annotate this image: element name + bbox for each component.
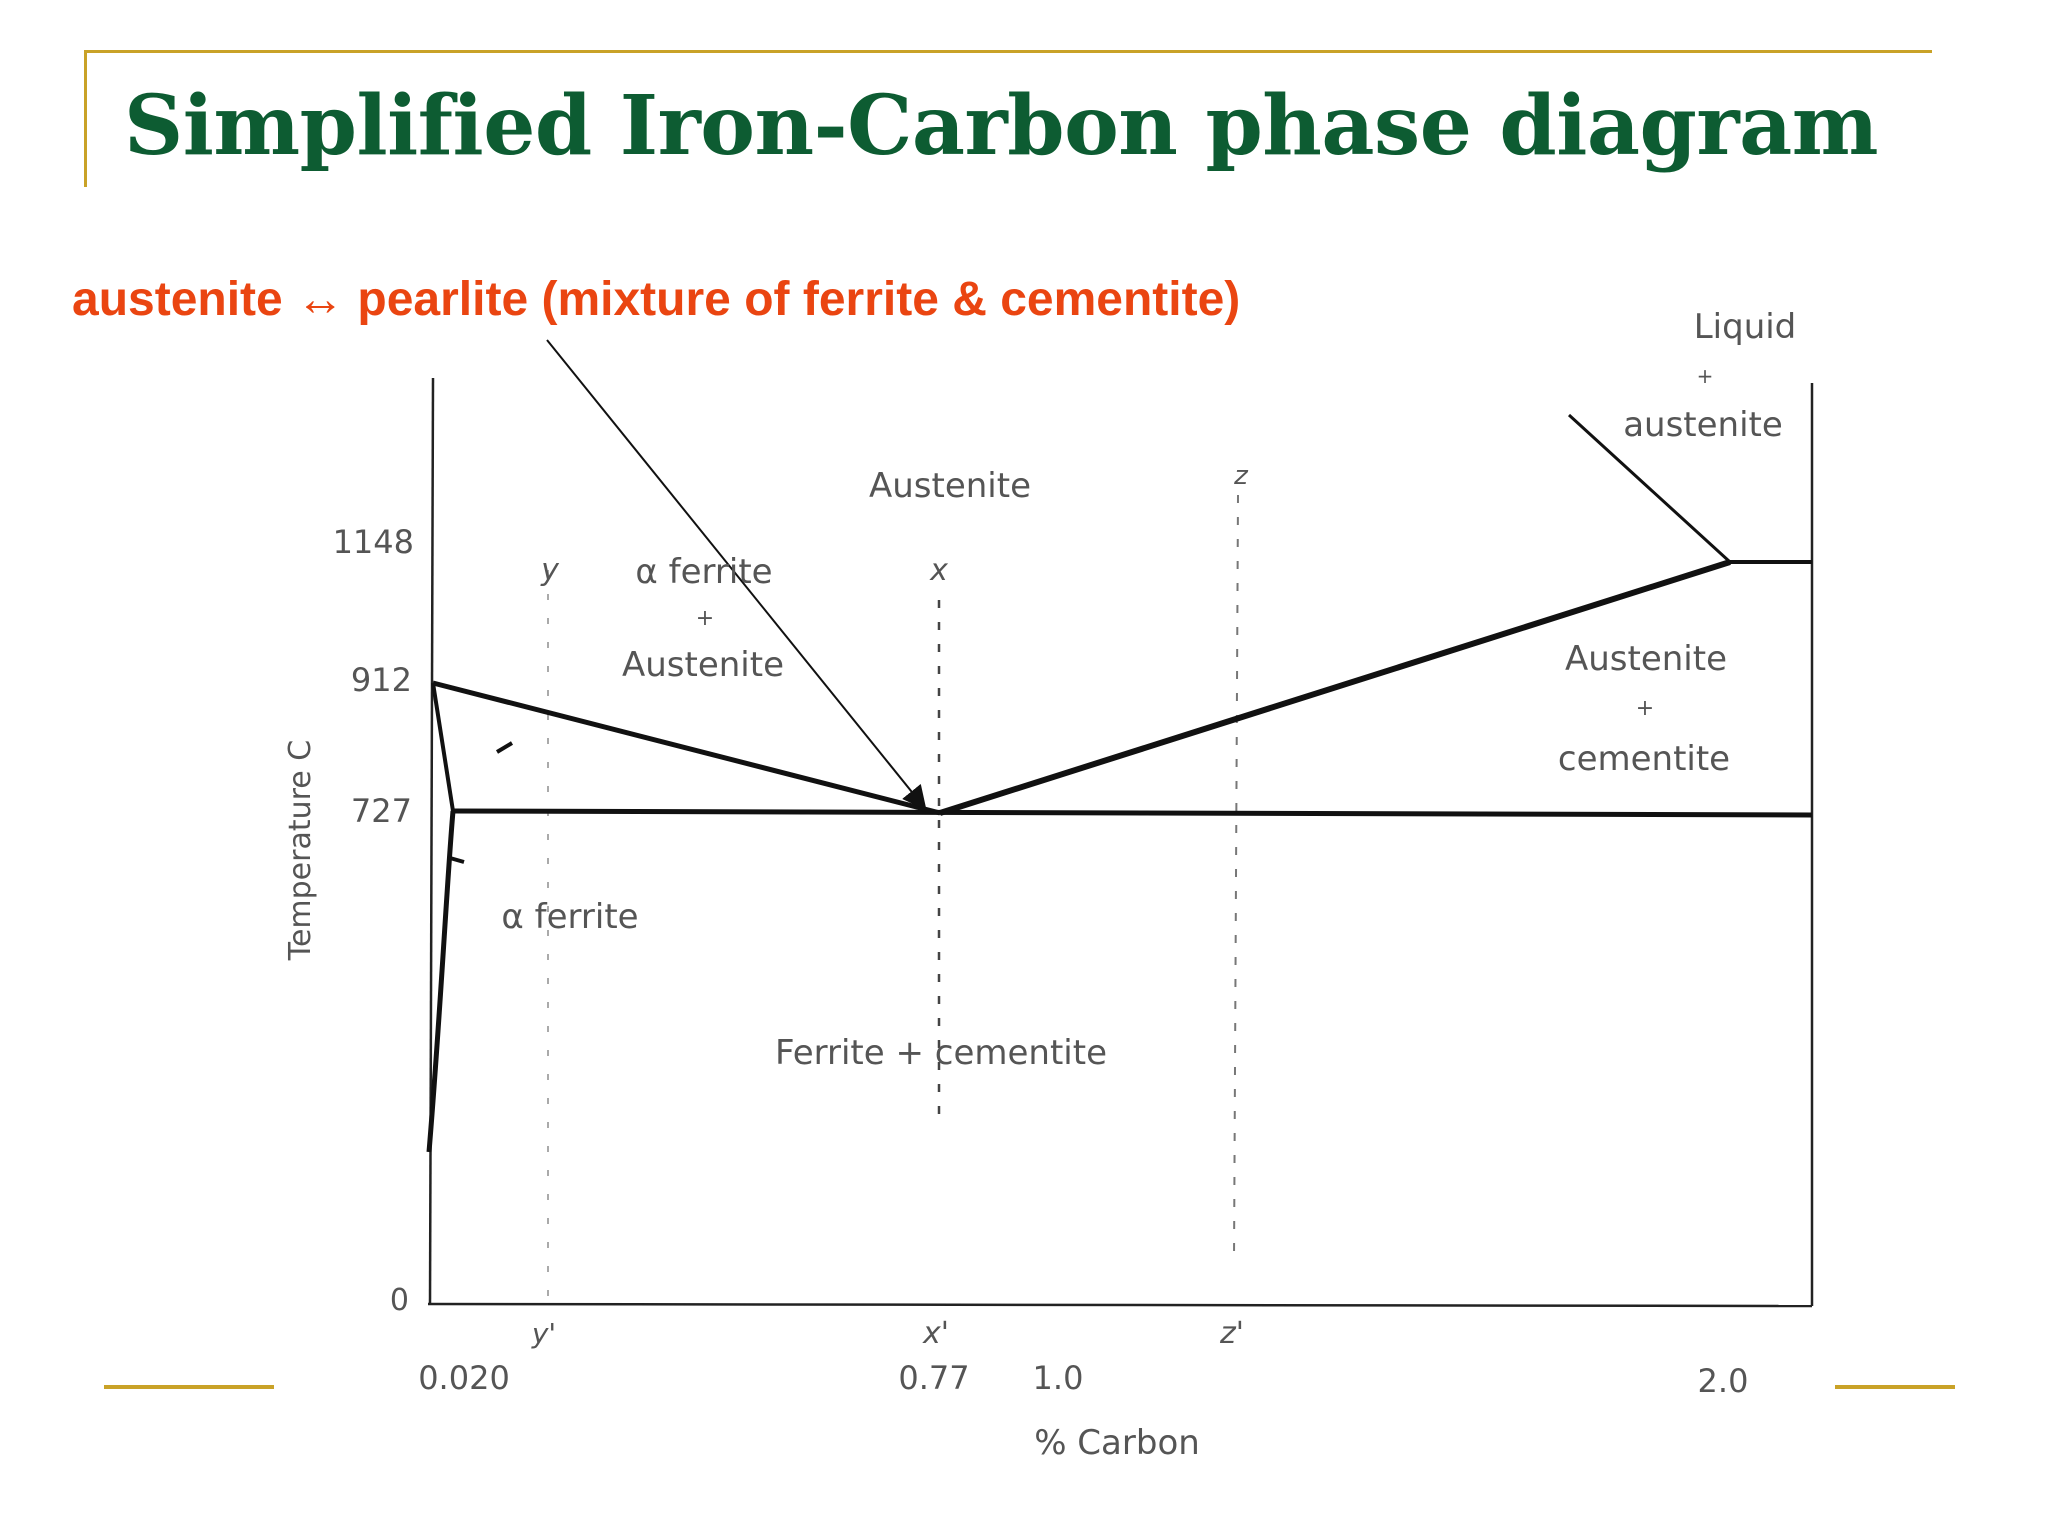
y-axis <box>428 377 435 1306</box>
region-liquid-bottom: austenite <box>1623 405 1783 445</box>
liquidus-line <box>1567 413 1732 564</box>
marker-x-top: x <box>929 553 948 588</box>
boundary-tick-2 <box>449 856 465 864</box>
x-tick-1.0: 1.0 <box>1033 1359 1084 1397</box>
region-austenite: Austenite <box>869 466 1031 506</box>
slide-title: Simplified Iron-Carbon phase diagram <box>124 78 1878 174</box>
region-austenite-cementite-top: Austenite <box>1565 639 1727 679</box>
region-plus-2: + <box>1636 696 1654 721</box>
region-plus-3: + <box>1697 364 1714 388</box>
y-tick-912: 912 <box>351 661 412 699</box>
marker-y-top: y <box>540 553 560 588</box>
marker-x-bottom: x' <box>922 1316 949 1351</box>
x-tick-0.020: 0.020 <box>418 1359 510 1397</box>
x-tick-0.77: 0.77 <box>898 1359 969 1397</box>
footer-rule-right <box>1835 1385 1955 1389</box>
region-ferrite-cementite: Ferrite + cementite <box>775 1033 1107 1073</box>
region-alpha-ferrite: α ferrite <box>501 897 638 937</box>
marker-z-bottom: z' <box>1219 1316 1244 1351</box>
a3-line <box>432 680 941 816</box>
boundary-tick-1 <box>495 741 514 754</box>
eutectoid-callout-arrow <box>546 339 927 811</box>
y-tick-727: 727 <box>351 792 412 830</box>
z-composition-line <box>1233 494 1239 1261</box>
x-tick-2.0: 2.0 <box>1698 1362 1749 1400</box>
y-tick-0: 0 <box>390 1283 409 1318</box>
marker-y-bottom: y' <box>531 1317 556 1350</box>
x-axis-title: % Carbon <box>1034 1423 1200 1463</box>
ferrite-solvus <box>426 810 456 1153</box>
region-ferrite-austenite-top: α ferrite <box>635 552 772 592</box>
x-axis <box>427 1302 1813 1308</box>
eutectoid-isotherm <box>451 808 1813 818</box>
y-tick-1148: 1148 <box>333 523 414 561</box>
slide-subtitle: austenite ↔ pearlite (mixture of ferrite… <box>72 273 1241 326</box>
acm-line <box>939 559 1731 816</box>
top-rule <box>84 50 1932 53</box>
region-plus-1: + <box>696 606 714 631</box>
marker-z-top: z <box>1233 461 1249 491</box>
left-rule <box>84 50 87 187</box>
ferrite-austenite-boundary <box>431 682 455 812</box>
region-ferrite-austenite-bottom: Austenite <box>622 645 784 685</box>
region-liquid-top: Liquid <box>1694 307 1797 347</box>
y-axis-title: Temperature C <box>283 740 318 962</box>
footer-rule-left <box>104 1385 274 1389</box>
region-austenite-cementite-bottom: cementite <box>1558 739 1730 779</box>
